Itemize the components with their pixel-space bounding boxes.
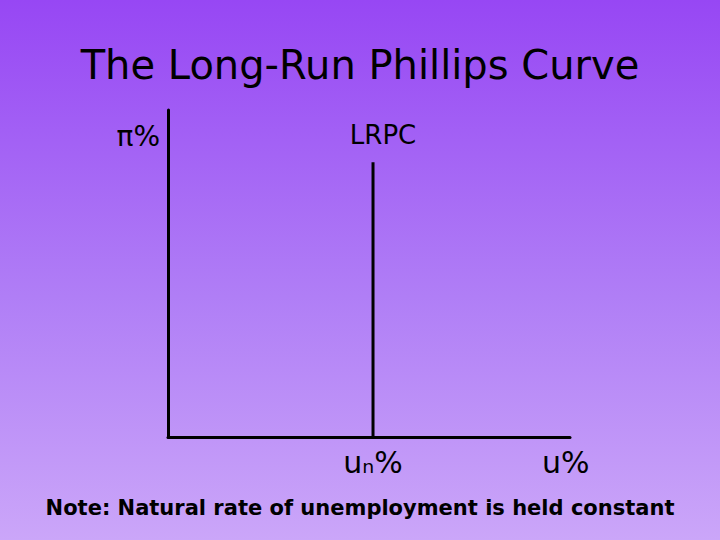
svg-text:The Long-Run Phillips Curve: The Long-Run Phillips Curve [80, 42, 640, 88]
svg-text:uₙ%: uₙ% [343, 445, 402, 480]
svg-text:Note: Natural rate of unemploy: Note: Natural rate of unemployment is he… [46, 496, 675, 520]
svg-text:LRPC: LRPC [350, 120, 416, 150]
svg-text:u%: u% [542, 445, 590, 480]
svg-text:π%: π% [117, 120, 160, 153]
